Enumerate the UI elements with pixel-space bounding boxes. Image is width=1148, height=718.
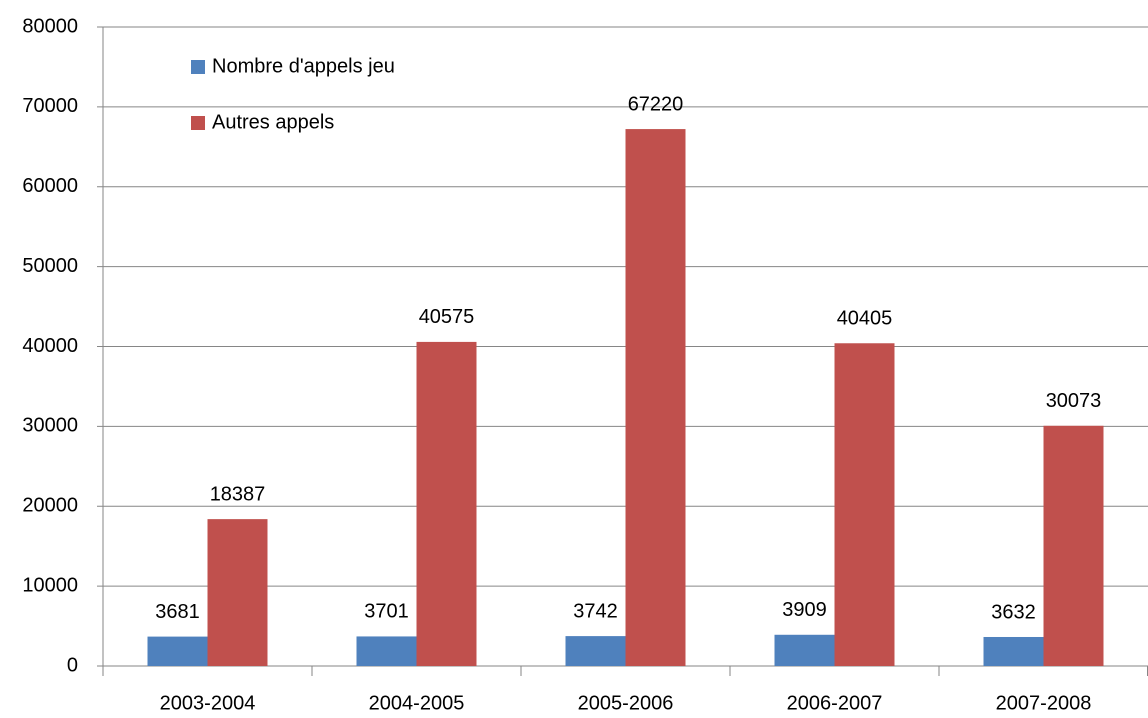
value-label: 3681 — [155, 601, 200, 623]
legend-swatch — [191, 116, 205, 130]
y-tick-label: 30000 — [22, 415, 78, 437]
bar — [625, 129, 686, 666]
x-tick-label: 2004-2005 — [369, 692, 465, 714]
bar — [416, 341, 477, 666]
x-tick-label: 2007-2008 — [996, 692, 1092, 714]
value-label: 40575 — [419, 306, 475, 328]
y-tick-label: 40000 — [22, 335, 78, 357]
bar — [1043, 425, 1104, 666]
x-tick-label: 2003-2004 — [160, 692, 256, 714]
y-tick-label: 60000 — [22, 175, 78, 197]
y-tick-label: 0 — [67, 654, 78, 676]
bar — [774, 634, 835, 666]
y-tick-label: 80000 — [22, 15, 78, 37]
y-tick-label: 50000 — [22, 255, 78, 277]
bar — [356, 636, 417, 666]
value-label: 3701 — [364, 601, 409, 623]
bar — [983, 636, 1044, 666]
legend-label: Nombre d'appels jeu — [212, 55, 395, 77]
y-tick-label: 70000 — [22, 95, 78, 117]
bar — [565, 636, 626, 666]
y-tick-label: 20000 — [22, 495, 78, 517]
x-tick-label: 2005-2006 — [578, 692, 674, 714]
value-label: 3632 — [991, 601, 1036, 623]
value-label: 67220 — [628, 93, 684, 115]
value-label: 18387 — [210, 483, 266, 505]
bar — [207, 519, 268, 666]
x-tick-label: 2006-2007 — [787, 692, 883, 714]
legend-swatch — [191, 60, 205, 74]
bar — [834, 343, 895, 666]
legend-label: Autres appels — [212, 111, 334, 133]
y-tick-label: 10000 — [22, 574, 78, 596]
value-label: 3909 — [782, 599, 827, 621]
value-label: 30073 — [1046, 390, 1102, 412]
bar — [147, 636, 208, 666]
value-label: 40405 — [837, 308, 893, 330]
value-label: 3742 — [573, 600, 618, 622]
